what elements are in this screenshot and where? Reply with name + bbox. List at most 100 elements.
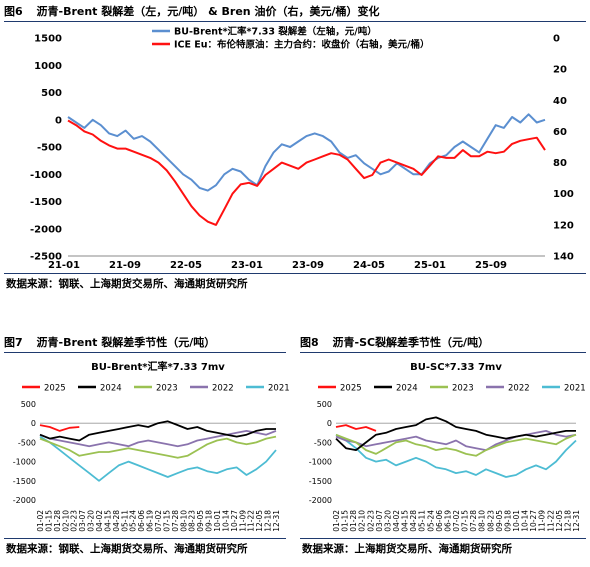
left-axis-tick-label: 1500 bbox=[34, 34, 62, 45]
x-axis-tick-label: 05-11 bbox=[120, 510, 129, 532]
x-axis-tick-label: 12-05 bbox=[255, 510, 264, 532]
x-axis-tick-label: 07-15 bbox=[461, 510, 470, 532]
series-line-2021 bbox=[335, 433, 577, 478]
x-axis-tick-label: 05-11 bbox=[418, 510, 427, 532]
x-axis-tick-label: 01-15 bbox=[44, 510, 53, 532]
series-line-2022 bbox=[335, 430, 577, 451]
legend-label-2022: 2022 bbox=[508, 384, 530, 394]
x-axis-tick-label: 11-22 bbox=[546, 510, 555, 532]
x-axis-tick-label: 23-09 bbox=[292, 260, 324, 271]
x-axis-tick-label: 08-23 bbox=[486, 510, 495, 532]
x-axis-tick-label: 25-09 bbox=[475, 260, 507, 271]
left-axis-tick-label: -500 bbox=[37, 143, 62, 154]
right-axis-tick-label: 100 bbox=[553, 189, 574, 200]
chart-title: BU-SC*7.33 7mv bbox=[410, 362, 502, 373]
fig8-chart: BU-SC*7.33 7mv 2025 2024 2023 2022 2021 500 0 -5… bbox=[309, 362, 586, 532]
left-axis-tick-label: -2000 bbox=[30, 224, 62, 235]
series-line-2023 bbox=[335, 433, 577, 457]
y-axis-tick-label: -500 bbox=[18, 438, 36, 447]
fig6-bottom-rule bbox=[4, 273, 586, 274]
fig8-title: 沥青-SC裂解差季节性（元/吨） bbox=[332, 336, 490, 349]
y-axis-tick-label: -2000 bbox=[13, 496, 36, 505]
x-axis-tick-label: 10-14 bbox=[221, 510, 230, 532]
x-axis-tick-label: 03-20 bbox=[87, 510, 96, 532]
series-line-2025 bbox=[39, 424, 80, 432]
x-axis-tick-label: 24-05 bbox=[353, 260, 385, 271]
legend-label-2023: 2023 bbox=[156, 384, 178, 394]
x-axis-tick-label: 01-02 bbox=[332, 510, 341, 532]
right-axis-tick-label: 140 bbox=[553, 252, 574, 263]
legend-label-2024: 2024 bbox=[100, 384, 122, 394]
legend-label: BU-Brent*汇率*7.33 裂解差（左轴，元/吨） bbox=[174, 26, 377, 38]
legend-label-2025: 2025 bbox=[44, 384, 66, 394]
fig6-number: 图6 bbox=[4, 5, 23, 18]
y-axis-tick-label: 0 bbox=[31, 419, 36, 428]
y-axis-tick-label: -1000 bbox=[13, 458, 36, 467]
legend-label-2022: 2022 bbox=[212, 384, 234, 394]
x-axis-tick-label: 11-09 bbox=[538, 510, 547, 532]
y-axis-tick-label: -500 bbox=[314, 438, 332, 447]
fig7-top-rule bbox=[4, 352, 286, 353]
x-axis-tick-label: 09-18 bbox=[503, 510, 512, 532]
series-line-2022 bbox=[39, 430, 277, 448]
fig6-title: 沥青-Brent 裂解差（左，元/吨） & Bren 油价（右，美元/桶）变化 bbox=[36, 5, 380, 18]
x-axis-tick-label: 09-18 bbox=[205, 510, 214, 532]
y-axis-tick-label: -1500 bbox=[13, 477, 36, 486]
fig8-number: 图8 bbox=[300, 336, 319, 349]
x-axis-tick-label: 02-23 bbox=[366, 510, 375, 532]
fig8-top-rule bbox=[300, 352, 586, 353]
x-axis-tick-label: 12-18 bbox=[264, 510, 273, 532]
x-axis-tick-label: 04-02 bbox=[95, 510, 104, 532]
crack-spread-line bbox=[67, 113, 546, 192]
x-axis-tick-label: 06-19 bbox=[443, 510, 452, 532]
x-axis-tick-label: 03-07 bbox=[375, 510, 384, 532]
left-axis-tick-label: -2500 bbox=[30, 252, 62, 263]
right-axis-tick-label: 60 bbox=[553, 127, 567, 138]
x-axis-tick-label: 02-10 bbox=[358, 510, 367, 532]
left-axis-tick-label: 1000 bbox=[34, 61, 62, 72]
x-axis-tick-label: 05-24 bbox=[129, 510, 138, 532]
x-axis-tick-label: 12-31 bbox=[272, 510, 281, 532]
fig8-source: 数据来源：上海期货交易所、海通期货研究所 bbox=[302, 543, 512, 555]
x-axis-tick-label: 11-22 bbox=[247, 510, 256, 532]
x-axis-tick-label: 21-01 bbox=[48, 260, 80, 271]
x-axis-tick-label: 07-15 bbox=[162, 510, 171, 532]
series-line-2024 bbox=[335, 416, 576, 451]
x-axis-tick-label: 09-05 bbox=[495, 510, 504, 532]
x-axis-tick-label: 03-07 bbox=[78, 510, 87, 532]
x-axis-tick-label: 06-06 bbox=[435, 510, 444, 532]
left-axis-tick-label: 500 bbox=[41, 88, 62, 99]
x-axis-tick-label: 07-02 bbox=[154, 510, 163, 532]
left-axis-tick-label: -1000 bbox=[30, 170, 62, 181]
x-axis-tick-label: 21-09 bbox=[109, 260, 141, 271]
x-axis-tick-label: 12-18 bbox=[563, 510, 572, 532]
y-axis-tick-label: 500 bbox=[21, 400, 36, 409]
fig7-chart: BU-Brent*汇率*7.33 7mv 2025 2024 2023 2022 2021… bbox=[13, 360, 290, 532]
x-axis-tick-label: 10-01 bbox=[213, 510, 222, 532]
y-axis-tick-label: -1500 bbox=[309, 477, 332, 486]
x-axis-tick-label: 10-14 bbox=[521, 510, 530, 532]
x-axis-tick-label: 08-23 bbox=[188, 510, 197, 532]
y-axis-tick-label: -2000 bbox=[309, 496, 332, 505]
x-axis-tick-label: 10-27 bbox=[529, 510, 538, 532]
fig7-source: 数据来源：钢联、上海期货交易所、海通期货研究所 bbox=[6, 543, 248, 555]
legend-label-2021: 2021 bbox=[268, 384, 290, 394]
x-axis-tick-label: 05-24 bbox=[426, 510, 435, 532]
x-axis-tick-label: 11-09 bbox=[238, 510, 247, 532]
legend-label-2021: 2021 bbox=[564, 384, 586, 394]
legend-label: ICE Eu：布伦特原油：主力合约：收盘价（右轴，美元/桶） bbox=[174, 39, 430, 51]
left-axis-tick-label: -1500 bbox=[30, 197, 62, 208]
x-axis-tick-label: 01-15 bbox=[341, 510, 350, 532]
x-axis-tick-label: 12-31 bbox=[572, 510, 581, 532]
fig7-header: 图7 沥青-Brent 裂解差季节性（元/吨） bbox=[4, 333, 288, 352]
x-axis-tick-label: 09-05 bbox=[196, 510, 205, 532]
left-axis-tick-label: 0 bbox=[55, 115, 62, 126]
x-axis-tick-label: 02-23 bbox=[70, 510, 79, 532]
x-axis-tick-label: 08-10 bbox=[179, 510, 188, 532]
fig6-top-rule bbox=[4, 21, 586, 22]
fig7-bottom-rule bbox=[4, 538, 286, 539]
x-axis-tick-label: 01-02 bbox=[36, 510, 45, 532]
x-axis-tick-label: 08-10 bbox=[478, 510, 487, 532]
x-axis-tick-label: 04-15 bbox=[103, 510, 112, 532]
x-axis-tick-label: 07-28 bbox=[171, 510, 180, 532]
